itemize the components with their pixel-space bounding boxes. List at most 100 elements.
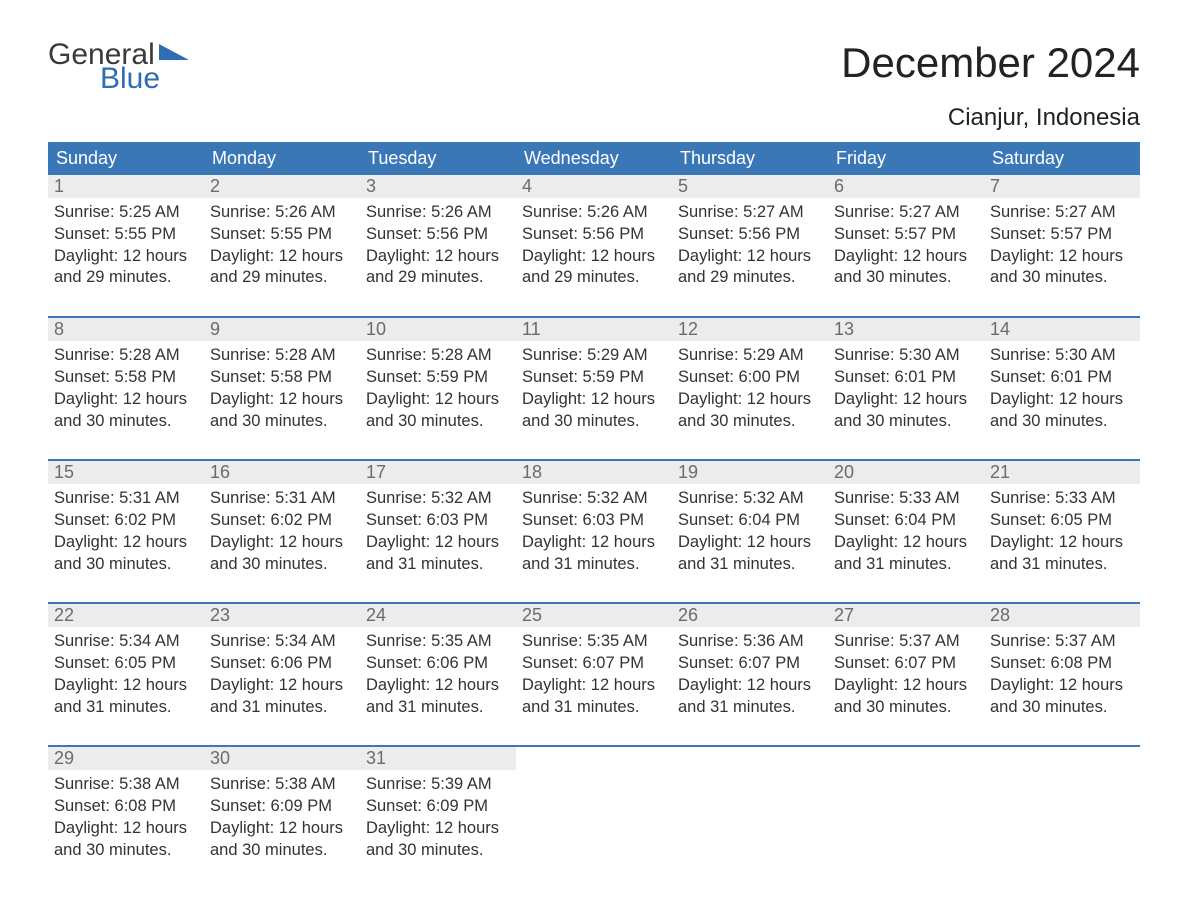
day-number: 6 bbox=[828, 175, 984, 198]
daylight-line2: and 29 minutes. bbox=[522, 267, 666, 289]
day-number bbox=[828, 746, 984, 770]
col-wednesday: Wednesday bbox=[516, 142, 672, 175]
week-daynum-row: 293031 bbox=[48, 746, 1140, 770]
sunset-text: Sunset: 6:01 PM bbox=[990, 367, 1134, 389]
daylight-line1: Daylight: 12 hours bbox=[990, 675, 1134, 697]
day-cell: Sunrise: 5:38 AMSunset: 6:08 PMDaylight:… bbox=[48, 770, 204, 867]
sunset-text: Sunset: 6:08 PM bbox=[54, 796, 198, 818]
col-sunday: Sunday bbox=[48, 142, 204, 175]
daylight-line1: Daylight: 12 hours bbox=[366, 246, 510, 268]
daylight-line2: and 31 minutes. bbox=[678, 697, 822, 719]
day-cell: Sunrise: 5:28 AMSunset: 5:59 PMDaylight:… bbox=[360, 341, 516, 438]
daylight-line2: and 31 minutes. bbox=[678, 554, 822, 576]
day-cell: Sunrise: 5:30 AMSunset: 6:01 PMDaylight:… bbox=[828, 341, 984, 438]
daylight-line2: and 30 minutes. bbox=[210, 840, 354, 862]
week-content-row: Sunrise: 5:38 AMSunset: 6:08 PMDaylight:… bbox=[48, 770, 1140, 867]
sunrise-text: Sunrise: 5:28 AM bbox=[54, 345, 198, 367]
daylight-line2: and 30 minutes. bbox=[54, 411, 198, 433]
day-cell: Sunrise: 5:35 AMSunset: 6:06 PMDaylight:… bbox=[360, 627, 516, 724]
flag-icon bbox=[159, 42, 189, 64]
day-cell: Sunrise: 5:39 AMSunset: 6:09 PMDaylight:… bbox=[360, 770, 516, 867]
day-cell: Sunrise: 5:32 AMSunset: 6:04 PMDaylight:… bbox=[672, 484, 828, 581]
sunset-text: Sunset: 6:09 PM bbox=[366, 796, 510, 818]
sunset-text: Sunset: 6:06 PM bbox=[366, 653, 510, 675]
daylight-line2: and 31 minutes. bbox=[54, 697, 198, 719]
day-number: 1 bbox=[48, 175, 204, 198]
day-cell bbox=[516, 770, 672, 867]
daylight-line1: Daylight: 12 hours bbox=[678, 246, 822, 268]
daylight-line1: Daylight: 12 hours bbox=[990, 389, 1134, 411]
day-cell: Sunrise: 5:26 AMSunset: 5:56 PMDaylight:… bbox=[360, 198, 516, 295]
daylight-line1: Daylight: 12 hours bbox=[990, 532, 1134, 554]
daylight-line2: and 30 minutes. bbox=[990, 697, 1134, 719]
daylight-line2: and 30 minutes. bbox=[990, 267, 1134, 289]
day-number: 11 bbox=[516, 317, 672, 341]
daylight-line1: Daylight: 12 hours bbox=[210, 389, 354, 411]
daylight-line2: and 30 minutes. bbox=[834, 411, 978, 433]
sunrise-text: Sunrise: 5:31 AM bbox=[210, 488, 354, 510]
sunset-text: Sunset: 5:56 PM bbox=[678, 224, 822, 246]
header: General Blue December 2024 Cianjur, Indo… bbox=[48, 40, 1140, 132]
day-number: 15 bbox=[48, 460, 204, 484]
sunrise-text: Sunrise: 5:27 AM bbox=[678, 202, 822, 224]
day-cell: Sunrise: 5:31 AMSunset: 6:02 PMDaylight:… bbox=[204, 484, 360, 581]
brand-line2: Blue bbox=[100, 64, 160, 94]
daylight-line1: Daylight: 12 hours bbox=[522, 675, 666, 697]
day-cell: Sunrise: 5:36 AMSunset: 6:07 PMDaylight:… bbox=[672, 627, 828, 724]
sunrise-text: Sunrise: 5:29 AM bbox=[522, 345, 666, 367]
day-number: 20 bbox=[828, 460, 984, 484]
day-cell: Sunrise: 5:34 AMSunset: 6:06 PMDaylight:… bbox=[204, 627, 360, 724]
day-number: 7 bbox=[984, 175, 1140, 198]
day-number: 5 bbox=[672, 175, 828, 198]
day-cell: Sunrise: 5:35 AMSunset: 6:07 PMDaylight:… bbox=[516, 627, 672, 724]
sunrise-text: Sunrise: 5:27 AM bbox=[834, 202, 978, 224]
day-number: 4 bbox=[516, 175, 672, 198]
day-cell bbox=[984, 770, 1140, 867]
daylight-line1: Daylight: 12 hours bbox=[54, 675, 198, 697]
sunset-text: Sunset: 5:57 PM bbox=[834, 224, 978, 246]
sunset-text: Sunset: 5:56 PM bbox=[522, 224, 666, 246]
daylight-line1: Daylight: 12 hours bbox=[366, 532, 510, 554]
daylight-line2: and 29 minutes. bbox=[366, 267, 510, 289]
sunrise-text: Sunrise: 5:28 AM bbox=[210, 345, 354, 367]
daylight-line2: and 30 minutes. bbox=[366, 411, 510, 433]
day-number bbox=[672, 746, 828, 770]
day-number: 17 bbox=[360, 460, 516, 484]
sunrise-text: Sunrise: 5:25 AM bbox=[54, 202, 198, 224]
sunset-text: Sunset: 5:59 PM bbox=[522, 367, 666, 389]
day-number: 8 bbox=[48, 317, 204, 341]
day-cell: Sunrise: 5:37 AMSunset: 6:07 PMDaylight:… bbox=[828, 627, 984, 724]
day-number: 19 bbox=[672, 460, 828, 484]
day-number: 31 bbox=[360, 746, 516, 770]
sunrise-text: Sunrise: 5:30 AM bbox=[834, 345, 978, 367]
sunset-text: Sunset: 5:59 PM bbox=[366, 367, 510, 389]
day-cell: Sunrise: 5:31 AMSunset: 6:02 PMDaylight:… bbox=[48, 484, 204, 581]
page-title: December 2024 bbox=[841, 40, 1140, 86]
daylight-line1: Daylight: 12 hours bbox=[834, 532, 978, 554]
week-separator bbox=[48, 581, 1140, 603]
sunrise-text: Sunrise: 5:32 AM bbox=[522, 488, 666, 510]
sunrise-text: Sunrise: 5:31 AM bbox=[54, 488, 198, 510]
daylight-line1: Daylight: 12 hours bbox=[834, 675, 978, 697]
week-separator bbox=[48, 295, 1140, 317]
daylight-line1: Daylight: 12 hours bbox=[54, 246, 198, 268]
day-number: 26 bbox=[672, 603, 828, 627]
daylight-line2: and 31 minutes. bbox=[990, 554, 1134, 576]
day-cell: Sunrise: 5:27 AMSunset: 5:57 PMDaylight:… bbox=[828, 198, 984, 295]
daylight-line2: and 31 minutes. bbox=[522, 554, 666, 576]
sunset-text: Sunset: 6:06 PM bbox=[210, 653, 354, 675]
sunset-text: Sunset: 6:00 PM bbox=[678, 367, 822, 389]
col-saturday: Saturday bbox=[984, 142, 1140, 175]
day-number: 22 bbox=[48, 603, 204, 627]
sunrise-text: Sunrise: 5:36 AM bbox=[678, 631, 822, 653]
sunrise-text: Sunrise: 5:38 AM bbox=[54, 774, 198, 796]
day-cell: Sunrise: 5:32 AMSunset: 6:03 PMDaylight:… bbox=[360, 484, 516, 581]
day-number: 9 bbox=[204, 317, 360, 341]
day-cell: Sunrise: 5:37 AMSunset: 6:08 PMDaylight:… bbox=[984, 627, 1140, 724]
day-number: 25 bbox=[516, 603, 672, 627]
sunset-text: Sunset: 6:07 PM bbox=[678, 653, 822, 675]
week-content-row: Sunrise: 5:31 AMSunset: 6:02 PMDaylight:… bbox=[48, 484, 1140, 581]
day-number: 3 bbox=[360, 175, 516, 198]
sunrise-text: Sunrise: 5:39 AM bbox=[366, 774, 510, 796]
day-cell: Sunrise: 5:29 AMSunset: 6:00 PMDaylight:… bbox=[672, 341, 828, 438]
